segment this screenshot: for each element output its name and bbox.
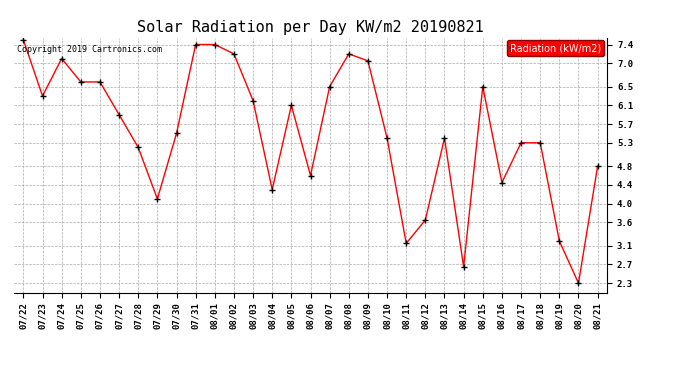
Title: Solar Radiation per Day KW/m2 20190821: Solar Radiation per Day KW/m2 20190821 (137, 20, 484, 35)
Text: Copyright 2019 Cartronics.com: Copyright 2019 Cartronics.com (17, 45, 161, 54)
Legend: Radiation (kW/m2): Radiation (kW/m2) (507, 40, 604, 56)
